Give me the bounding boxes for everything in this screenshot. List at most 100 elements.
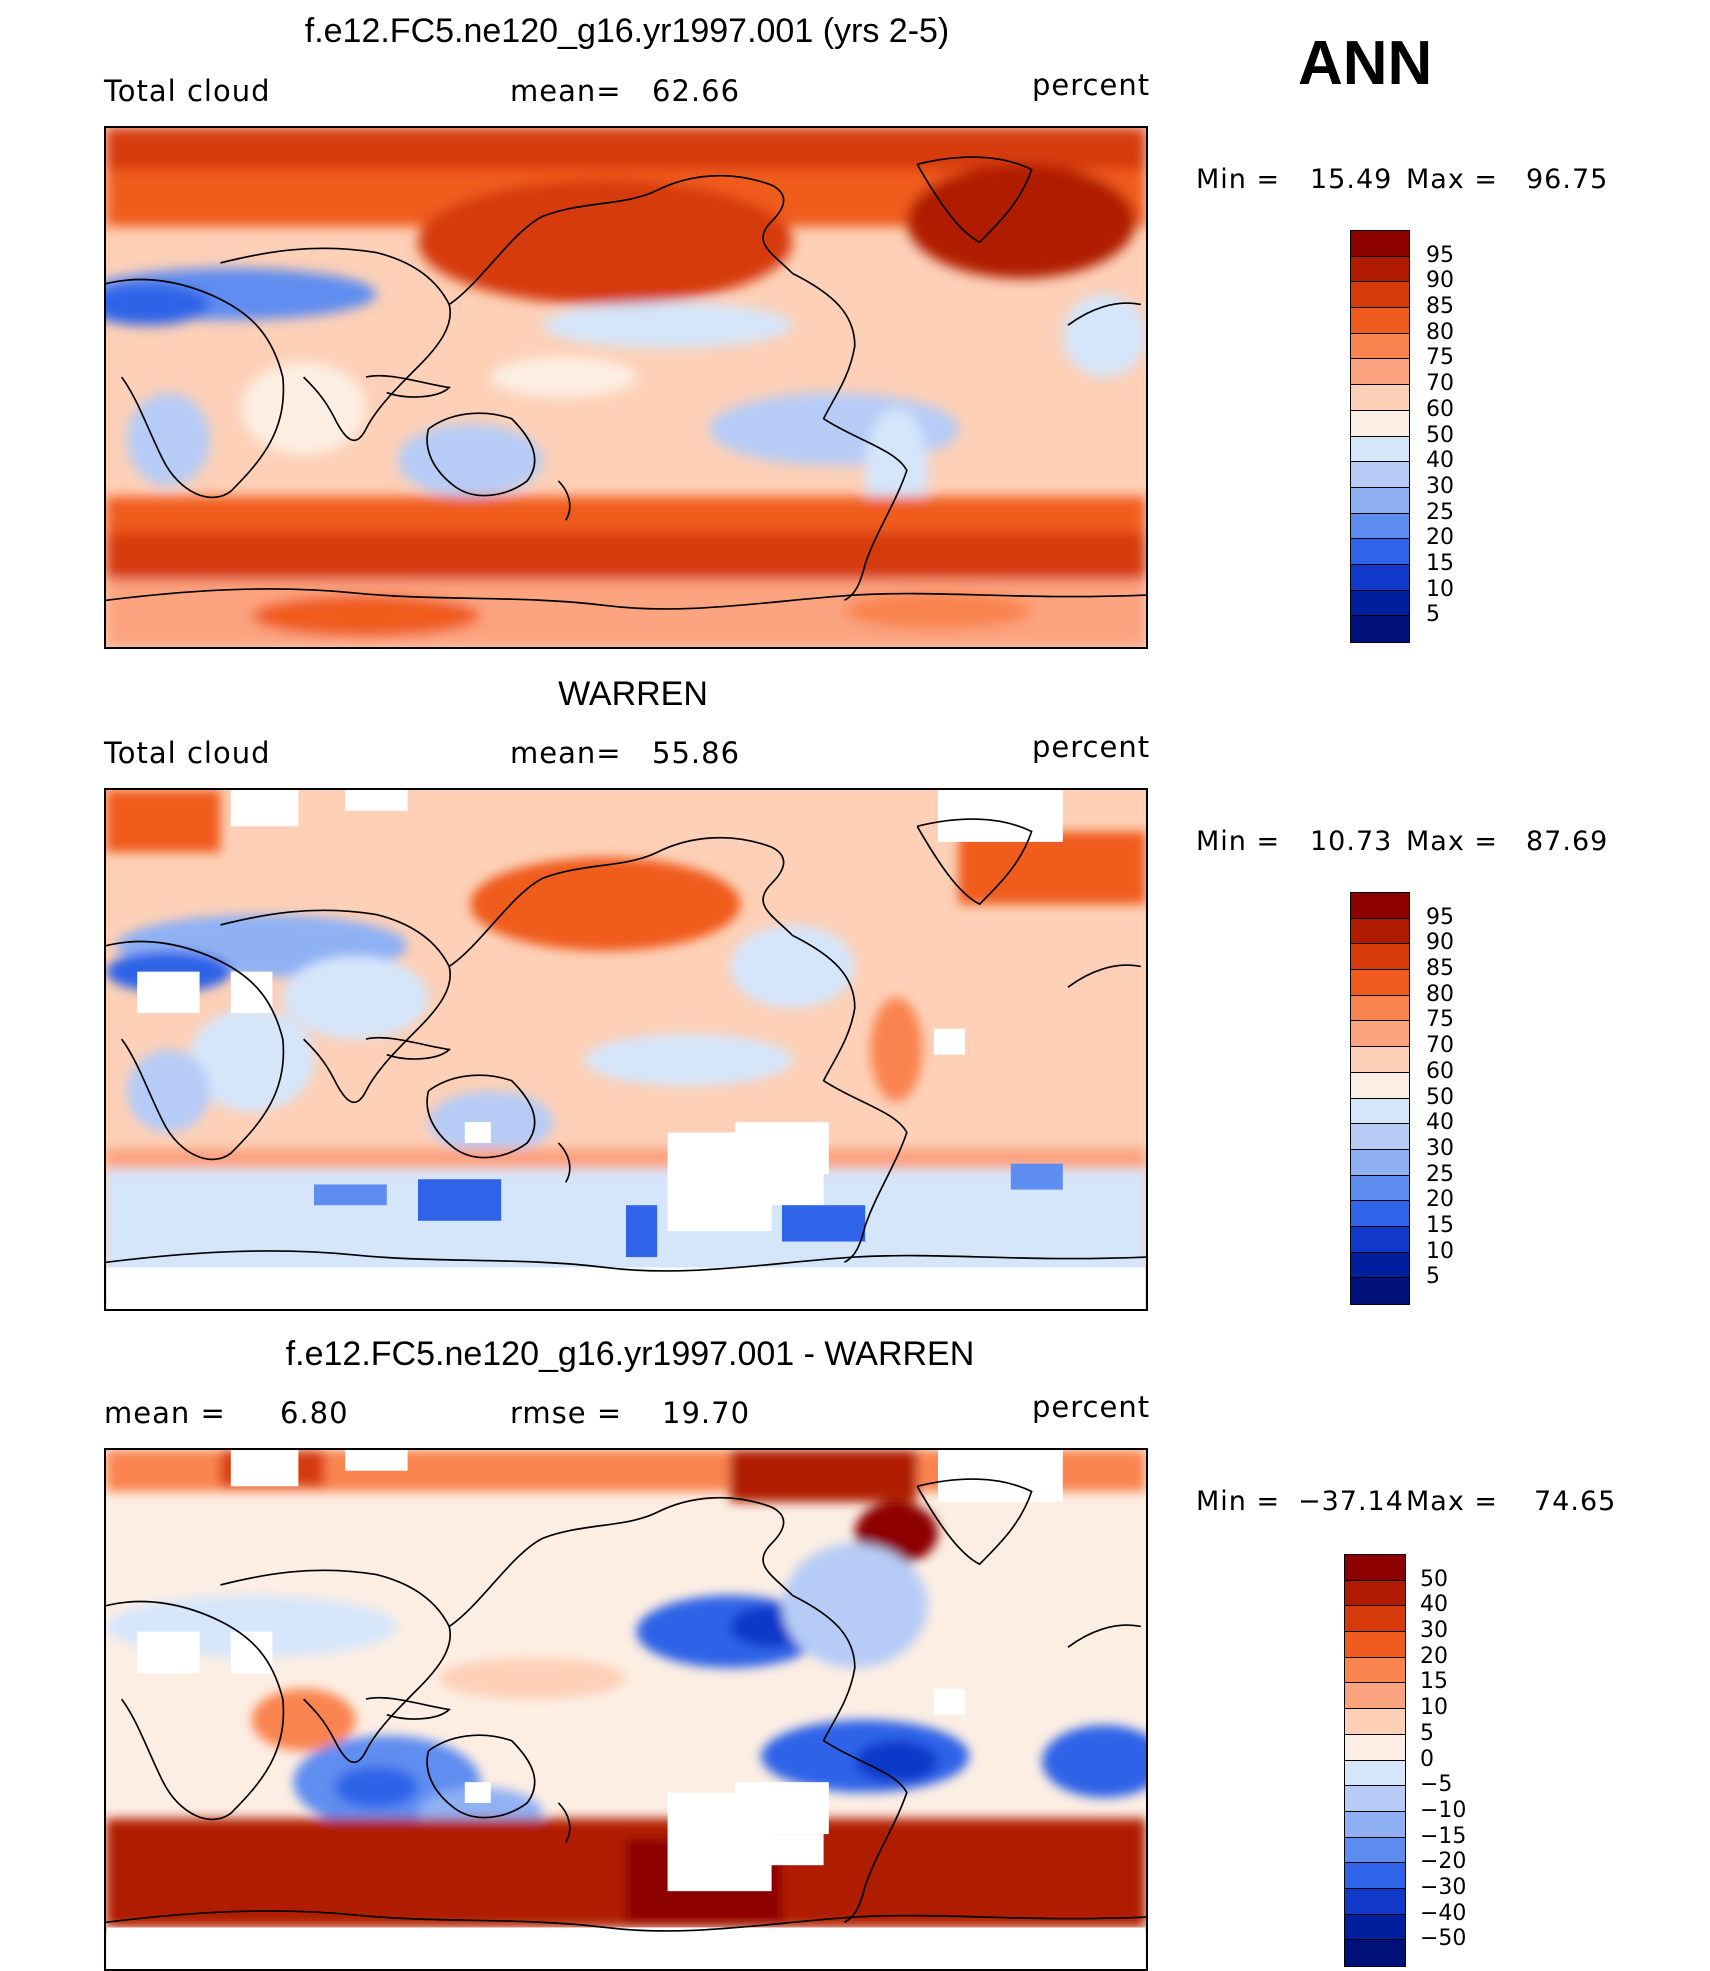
coastlines	[106, 818, 1146, 1272]
colorbar-swatch	[1351, 282, 1409, 309]
panel2-units: percent	[1032, 730, 1151, 764]
colorbar-swatch	[1345, 1863, 1405, 1889]
colorbar-tick-label: 20	[1426, 1187, 1454, 1213]
panel2-colorbar-ticks: 95 90 85 80 75 70 60 50 40 30 25 20 15 10 5	[1426, 892, 1486, 1305]
colorbar-swatch	[1351, 1098, 1409, 1125]
panel1-title: f.e12.FC5.ne120_g16.yr1997.001 (yrs 2-5)	[304, 12, 950, 50]
colorbar-swatch	[1345, 1786, 1405, 1812]
panel3-mean-value: 6.80	[280, 1396, 349, 1430]
colorbar-tick-label: 10	[1426, 576, 1454, 602]
panel2-min-value: 10.73	[1310, 826, 1393, 857]
colorbar-tick-label: 40	[1426, 448, 1454, 474]
colorbar-tick-label: 5	[1426, 602, 1440, 628]
colorbar-swatch	[1345, 1709, 1405, 1735]
colorbar-swatch	[1351, 539, 1409, 565]
panel1-mean-label: mean=	[510, 74, 622, 108]
colorbar-swatch	[1351, 487, 1409, 514]
colorbar-swatch	[1351, 1226, 1409, 1253]
colorbar-tick-label: 95	[1426, 242, 1454, 268]
panel1-min-value: 15.49	[1310, 164, 1393, 195]
panel1-max-label: Max =	[1406, 164, 1499, 195]
colorbar-swatch	[1351, 1124, 1409, 1150]
colorbar-swatch	[1351, 590, 1409, 617]
colorbar-tick-label: 80	[1426, 981, 1454, 1007]
colorbar-tick-label: 50	[1426, 422, 1454, 448]
colorbar-swatch	[1345, 1683, 1405, 1710]
colorbar-tick-label: 85	[1426, 294, 1454, 320]
colorbar-tick-label: 90	[1426, 268, 1454, 294]
panel3-max-label: Max =	[1406, 1486, 1499, 1517]
panel1-variable-label: Total cloud	[104, 74, 271, 108]
colorbar-swatch	[1351, 995, 1409, 1022]
panel2-title: WARREN	[558, 675, 708, 713]
panel3-map	[104, 1448, 1148, 1971]
colorbar-swatch	[1351, 1021, 1409, 1048]
season-label: ANN	[1298, 29, 1433, 98]
panel2-mean-label: mean=	[510, 736, 622, 770]
colorbar-swatch	[1351, 893, 1409, 919]
panel3-rmse-value: 19.70	[662, 1396, 751, 1430]
colorbar-tick-label: 60	[1426, 396, 1454, 422]
colorbar-tick-label: 30	[1426, 473, 1454, 499]
colorbar-swatch	[1351, 359, 1409, 386]
panel3-min-label: Min =	[1196, 1486, 1281, 1517]
colorbar-swatch	[1345, 1734, 1405, 1761]
panel3-mean-label: mean =	[104, 1396, 226, 1430]
colorbar-tick-label: 70	[1426, 1033, 1454, 1059]
colorbar-tick-label: 70	[1426, 371, 1454, 397]
panel1-units: percent	[1032, 68, 1151, 102]
colorbar-swatch	[1351, 436, 1409, 463]
panel1-max-value: 96.75	[1526, 164, 1609, 195]
panel1-map-field	[106, 128, 1146, 647]
colorbar-tick-label: 25	[1426, 499, 1454, 525]
colorbar-swatch	[1351, 564, 1409, 591]
colorbar-tick-label: −5	[1420, 1772, 1453, 1798]
panel1-colorbar-ticks: 95 90 85 80 75 70 60 50 40 30 25 20 15 10 5	[1426, 230, 1486, 643]
colorbar-swatch	[1351, 308, 1409, 334]
colorbar-tick-label: 95	[1426, 904, 1454, 930]
colorbar-swatch	[1351, 513, 1409, 540]
colorbar-tick-label: −40	[1420, 1900, 1467, 1926]
colorbar-tick-label: 85	[1426, 956, 1454, 982]
panel2-variable-label: Total cloud	[104, 736, 271, 770]
colorbar-swatch	[1351, 1252, 1409, 1279]
colorbar-swatch	[1345, 1657, 1405, 1684]
colorbar-swatch	[1351, 1072, 1409, 1099]
colorbar-tick-label: 20	[1420, 1643, 1448, 1669]
colorbar-swatch	[1345, 1888, 1405, 1915]
colorbar-swatch	[1351, 231, 1409, 257]
colorbar-tick-label: −30	[1420, 1874, 1467, 1900]
colorbar-tick-label: 30	[1426, 1135, 1454, 1161]
colorbar-swatch	[1351, 944, 1409, 971]
colorbar-swatch	[1351, 1175, 1409, 1202]
colorbar-tick-label: 25	[1426, 1161, 1454, 1187]
panel3-colorbar-ticks: 50 40 30 20 15 10 5 0 −5 −10 −15 −20 −30 −40 −50	[1420, 1554, 1490, 1967]
colorbar-swatch	[1351, 970, 1409, 996]
panel2-mean-value: 55.86	[652, 736, 741, 770]
colorbar-swatch	[1351, 385, 1409, 411]
colorbar-swatch	[1351, 1149, 1409, 1176]
colorbar-swatch	[1345, 1555, 1405, 1581]
colorbar-tick-label: −15	[1420, 1823, 1467, 1849]
colorbar-swatch	[1345, 1914, 1405, 1941]
colorbar-swatch	[1351, 1047, 1409, 1073]
panel3-units: percent	[1032, 1390, 1151, 1424]
panel1-map	[104, 126, 1148, 649]
panel2-colorbar	[1350, 892, 1410, 1305]
colorbar-tick-label: 40	[1426, 1110, 1454, 1136]
colorbar-swatch	[1345, 1811, 1405, 1838]
colorbar-tick-label: 5	[1426, 1264, 1440, 1290]
colorbar-swatch	[1351, 616, 1409, 642]
panel2-min-label: Min =	[1196, 826, 1281, 857]
colorbar-tick-label: 30	[1420, 1618, 1448, 1644]
colorbar-tick-label: −20	[1420, 1849, 1467, 1875]
colorbar-tick-label: −50	[1420, 1926, 1467, 1952]
colorbar-tick-label: 80	[1426, 319, 1454, 345]
panel2-max-label: Max =	[1406, 826, 1499, 857]
colorbar-tick-label: 10	[1426, 1238, 1454, 1264]
panel3-max-value: 74.65	[1534, 1486, 1617, 1517]
panel1-min-label: Min =	[1196, 164, 1281, 195]
colorbar-swatch	[1345, 1837, 1405, 1864]
colorbar-swatch	[1345, 1940, 1405, 1966]
colorbar-tick-label: 50	[1426, 1084, 1454, 1110]
